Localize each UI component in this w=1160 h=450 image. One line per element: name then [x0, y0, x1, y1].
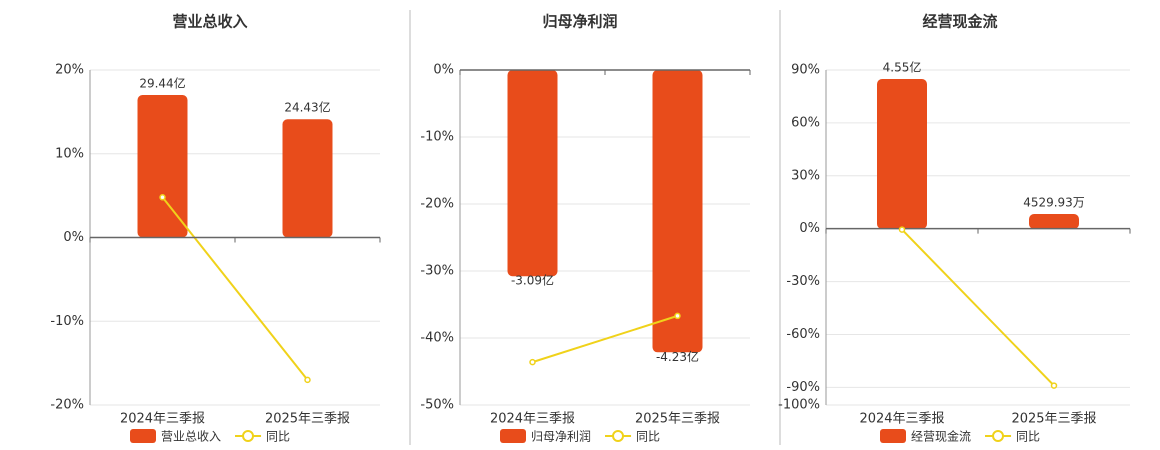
- bar: [877, 78, 927, 229]
- x-tick-label: 2025年三季报: [635, 412, 720, 427]
- value-label: 29.44亿: [139, 75, 185, 90]
- line: [161, 196, 309, 381]
- chart-title: 营业总收入: [172, 13, 247, 31]
- line: [532, 314, 678, 364]
- y-tick-label: -30%: [786, 274, 820, 289]
- y-tick-label: -20%: [50, 398, 84, 413]
- y-tick-label: -50%: [420, 398, 454, 413]
- bar: [137, 94, 188, 238]
- line-point: [1050, 382, 1058, 389]
- legend-swatch: [242, 430, 255, 442]
- y-tick-label: -90%: [786, 380, 820, 395]
- legend-swatch: [880, 429, 906, 443]
- legend-label: 归母净利润: [531, 430, 591, 444]
- value-label: -3.09亿: [511, 273, 554, 288]
- value-label: 24.43亿: [284, 100, 330, 115]
- x-tick-label: 2025年三季报: [1011, 412, 1096, 427]
- value-label: -4.23亿: [656, 349, 699, 364]
- y-tick-label: 0%: [433, 63, 454, 78]
- legend-label: 同比: [1016, 430, 1040, 444]
- y-tick-label: 0%: [799, 221, 820, 236]
- line-point: [529, 358, 536, 366]
- x-tick-label: 2024年三季报: [490, 412, 575, 427]
- chart-title: 经营现金流: [922, 13, 997, 31]
- y-tick-label: -20%: [420, 197, 454, 212]
- legend-label: 同比: [636, 430, 660, 444]
- y-tick-label: -30%: [420, 264, 454, 279]
- legend-label: 经营现金流: [911, 429, 971, 444]
- y-tick-label: 90%: [791, 63, 820, 78]
- bar: [1029, 214, 1079, 229]
- y-tick-label: 0%: [63, 230, 84, 245]
- chart-title: 归母净利润: [542, 13, 617, 31]
- line-point: [674, 312, 681, 320]
- bar: [282, 119, 333, 238]
- y-tick-label: 20%: [55, 63, 84, 78]
- y-tick-label: -40%: [420, 331, 454, 346]
- y-tick-label: -10%: [420, 130, 454, 145]
- x-tick-label: 2024年三季报: [120, 412, 205, 427]
- bar: [652, 70, 703, 353]
- y-tick-label: 30%: [791, 168, 820, 183]
- legend-swatch: [500, 429, 526, 443]
- line-point: [898, 226, 906, 233]
- value-label: 4.55亿: [883, 59, 922, 74]
- y-tick-label: -60%: [786, 327, 820, 342]
- line-point: [304, 376, 311, 384]
- legend-label: 营业总收入: [161, 430, 221, 444]
- line: [901, 228, 1055, 387]
- y-tick-label: -100%: [778, 398, 820, 413]
- legend-label: 同比: [266, 430, 290, 444]
- legend-swatch: [992, 430, 1005, 442]
- x-tick-label: 2024年三季报: [859, 412, 944, 427]
- line-point: [159, 194, 166, 201]
- y-tick-label: 10%: [55, 146, 84, 161]
- y-tick-label: -10%: [50, 314, 84, 329]
- x-tick-label: 2025年三季报: [265, 412, 350, 427]
- y-tick-label: 60%: [791, 115, 820, 130]
- legend-swatch: [130, 429, 156, 443]
- value-label: 4529.93万: [1023, 196, 1085, 210]
- legend-swatch: [612, 430, 625, 442]
- bar: [507, 70, 558, 277]
